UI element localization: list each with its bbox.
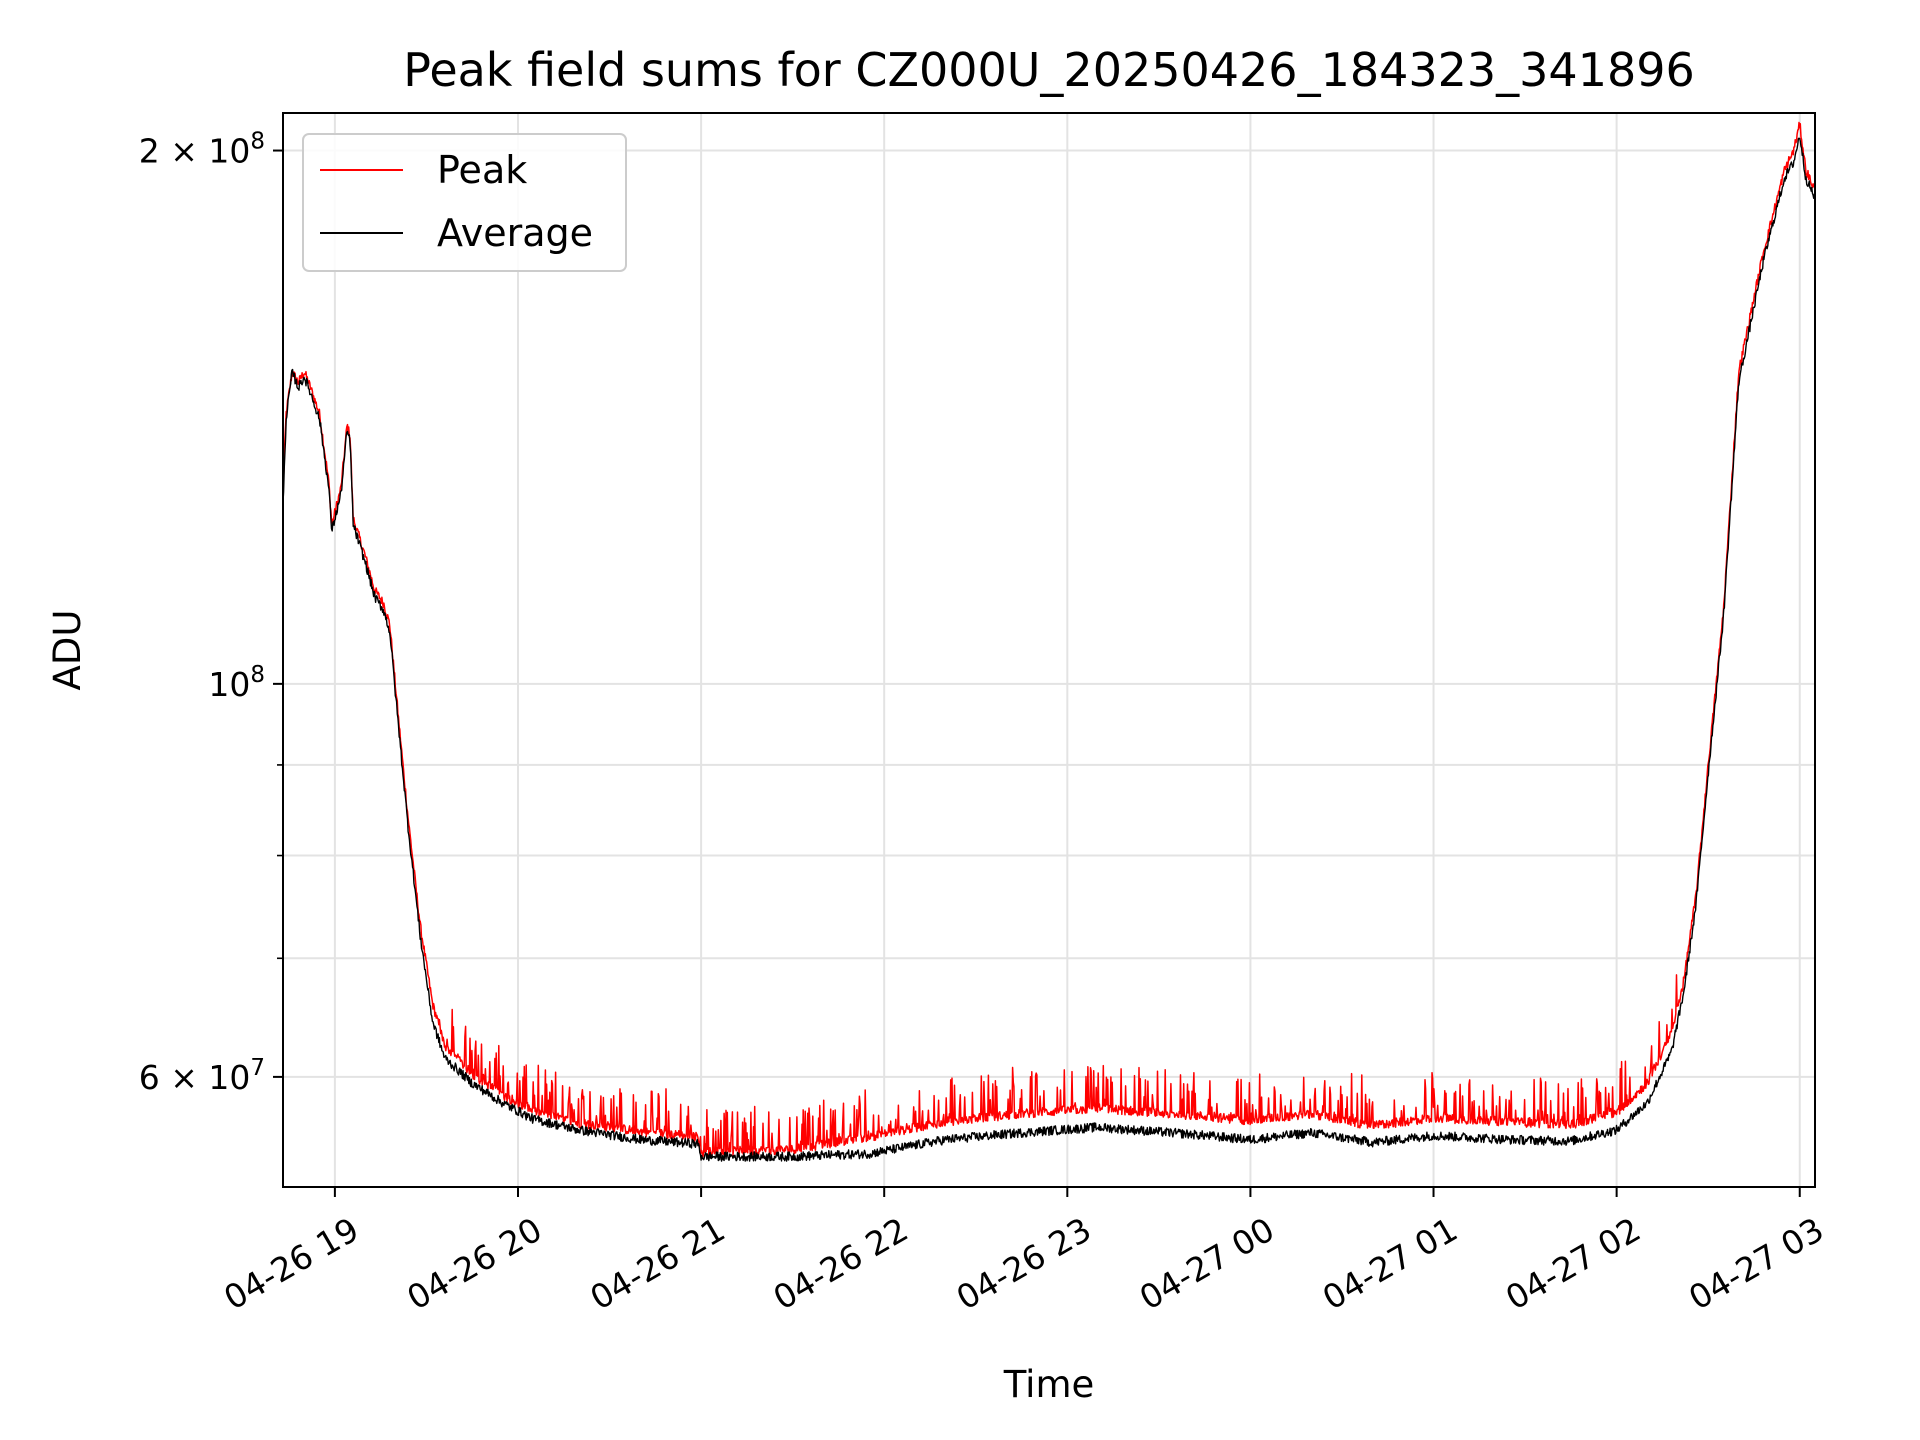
legend-box [302, 133, 627, 272]
x-axis-title: Time [1003, 1363, 1095, 1406]
legend: Peak Average [302, 133, 627, 272]
y-axis-title: ADU [46, 610, 89, 691]
y-tick-label: 2 × 108 [139, 129, 265, 171]
legend-label: Average [437, 211, 593, 255]
series-line-peak [282, 121, 1816, 1158]
plot-frame [282, 112, 1816, 1188]
y-tick-label: 6 × 107 [139, 1055, 265, 1097]
grid [283, 113, 1815, 1187]
chart-title: Peak field sums for CZ000U_20250426_1843… [403, 43, 1695, 97]
series-line-average [282, 137, 1816, 1162]
y-tick-label: 108 [208, 662, 265, 704]
legend-label: Peak [437, 148, 527, 192]
series-layer [282, 121, 1816, 1162]
